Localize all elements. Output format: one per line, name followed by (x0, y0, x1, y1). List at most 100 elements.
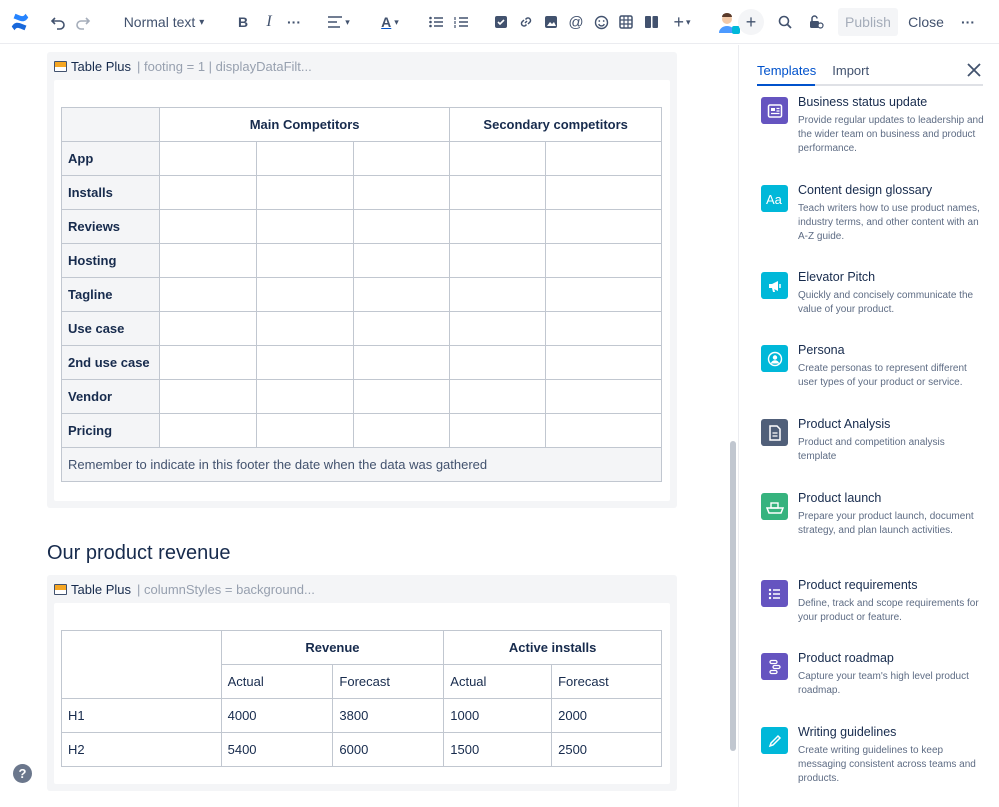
table-cell[interactable] (352, 277, 451, 312)
table-cell[interactable] (352, 243, 451, 278)
italic-icon[interactable]: I (266, 13, 272, 30)
table-cell[interactable] (158, 277, 257, 312)
table-cell[interactable]: 1500 (443, 732, 553, 767)
row-label[interactable]: H2 (61, 732, 222, 767)
numbered-list-icon[interactable] (451, 8, 471, 36)
table-cell[interactable] (352, 413, 451, 448)
subheader-actual[interactable]: Actual (443, 664, 553, 699)
table-cell[interactable] (255, 311, 354, 346)
table-cell[interactable] (352, 141, 451, 176)
table-cell[interactable] (255, 175, 354, 210)
close-icon[interactable] (967, 63, 985, 81)
table-cell[interactable] (255, 243, 354, 278)
corner-cell[interactable] (61, 107, 160, 142)
editor-scrollbar[interactable] (730, 441, 736, 751)
header-secondary-competitors[interactable]: Secondary competitors (449, 107, 662, 142)
table-cell[interactable] (545, 209, 662, 244)
more-formatting-icon[interactable]: ··· (287, 14, 301, 30)
task-checkbox-icon[interactable] (491, 8, 511, 36)
mention-icon[interactable]: @ (568, 13, 584, 31)
row-label[interactable]: Hosting (61, 243, 160, 278)
row-label[interactable]: App (61, 141, 160, 176)
table-footer-note[interactable]: Remember to indicate in this footer the … (61, 447, 662, 482)
table-cell[interactable] (545, 175, 662, 210)
table-cell[interactable] (255, 209, 354, 244)
table-cell[interactable] (158, 141, 257, 176)
table-cell[interactable] (255, 141, 354, 176)
invite-icon[interactable]: + (738, 9, 764, 35)
table-cell[interactable] (545, 141, 662, 176)
table-cell[interactable] (545, 379, 662, 414)
more-actions-icon[interactable]: ··· (961, 14, 975, 30)
help-button[interactable]: ? (13, 764, 32, 783)
publish-button[interactable]: Publish (838, 8, 898, 36)
table-cell[interactable] (545, 413, 662, 448)
redo-icon[interactable] (73, 8, 93, 36)
row-label[interactable]: Tagline (61, 277, 160, 312)
insert-more-icon[interactable]: + ▾ (673, 11, 691, 32)
bullet-list-icon[interactable] (426, 8, 446, 36)
table-cell[interactable] (158, 209, 257, 244)
tab-templates[interactable]: Templates (757, 63, 817, 78)
table-cell[interactable] (352, 345, 451, 380)
undo-icon[interactable] (48, 8, 68, 36)
table-cell[interactable]: 3800 (332, 698, 445, 733)
emoji-icon[interactable] (591, 8, 611, 36)
table-cell[interactable]: 6000 (332, 732, 445, 767)
table-cell[interactable] (449, 209, 547, 244)
table-cell[interactable] (158, 379, 257, 414)
search-icon[interactable] (775, 8, 795, 36)
avatar[interactable] (714, 8, 740, 36)
table-cell[interactable] (255, 277, 354, 312)
table-cell[interactable] (352, 209, 451, 244)
table-cell[interactable] (545, 311, 662, 346)
table-cell[interactable] (255, 345, 354, 380)
table-cell[interactable] (255, 379, 354, 414)
table-cell[interactable] (545, 345, 662, 380)
header-revenue[interactable]: Revenue (220, 630, 445, 665)
table-cell[interactable] (545, 243, 662, 278)
macro-header[interactable]: Table Plus | columnStyles = background..… (54, 580, 315, 598)
row-label[interactable]: Installs (61, 175, 160, 210)
table-cell[interactable] (352, 379, 451, 414)
table-cell[interactable]: 1000 (443, 698, 553, 733)
table-cell[interactable] (158, 311, 257, 346)
table-cell[interactable] (449, 311, 547, 346)
row-label[interactable]: Vendor (61, 379, 160, 414)
table-cell[interactable] (449, 243, 547, 278)
text-color-icon[interactable]: A ▾ (381, 14, 399, 30)
close-button[interactable]: Close (908, 14, 944, 30)
align-icon[interactable]: ▾ (324, 8, 354, 36)
layout-icon[interactable] (641, 8, 661, 36)
table-cell[interactable]: 2500 (551, 732, 662, 767)
header-active-installs[interactable]: Active installs (443, 630, 662, 665)
bold-icon[interactable]: B (237, 14, 249, 30)
confluence-logo-icon[interactable] (8, 8, 32, 36)
table-plus-macro-revenue[interactable]: Table Plus | columnStyles = background..… (47, 575, 677, 791)
subheader-actual[interactable]: Actual (220, 664, 334, 699)
table-cell[interactable] (449, 345, 547, 380)
corner-cell[interactable] (61, 630, 222, 699)
restrictions-lock-icon[interactable] (806, 8, 826, 36)
table-cell[interactable] (352, 175, 451, 210)
table-cell[interactable] (158, 413, 257, 448)
subheader-forecast[interactable]: Forecast (551, 664, 662, 699)
subheader-forecast[interactable]: Forecast (332, 664, 445, 699)
table-cell[interactable] (158, 345, 257, 380)
header-main-competitors[interactable]: Main Competitors (158, 107, 451, 142)
row-label[interactable]: Pricing (61, 413, 160, 448)
table-cell[interactable] (352, 311, 451, 346)
table-cell[interactable]: 4000 (220, 698, 334, 733)
table-cell[interactable] (449, 175, 547, 210)
table-cell[interactable]: 2000 (551, 698, 662, 733)
link-icon[interactable] (516, 8, 536, 36)
table-plus-macro-competitors[interactable]: Table Plus | footing = 1 | displayDataFi… (47, 52, 677, 508)
row-label[interactable]: 2nd use case (61, 345, 160, 380)
table-cell[interactable]: 5400 (220, 732, 334, 767)
table-cell[interactable] (449, 413, 547, 448)
table-cell[interactable] (158, 243, 257, 278)
tab-import[interactable]: Import (832, 63, 870, 78)
macro-header[interactable]: Table Plus | footing = 1 | displayDataFi… (54, 57, 312, 75)
table-cell[interactable] (449, 141, 547, 176)
row-label[interactable]: H1 (61, 698, 222, 733)
